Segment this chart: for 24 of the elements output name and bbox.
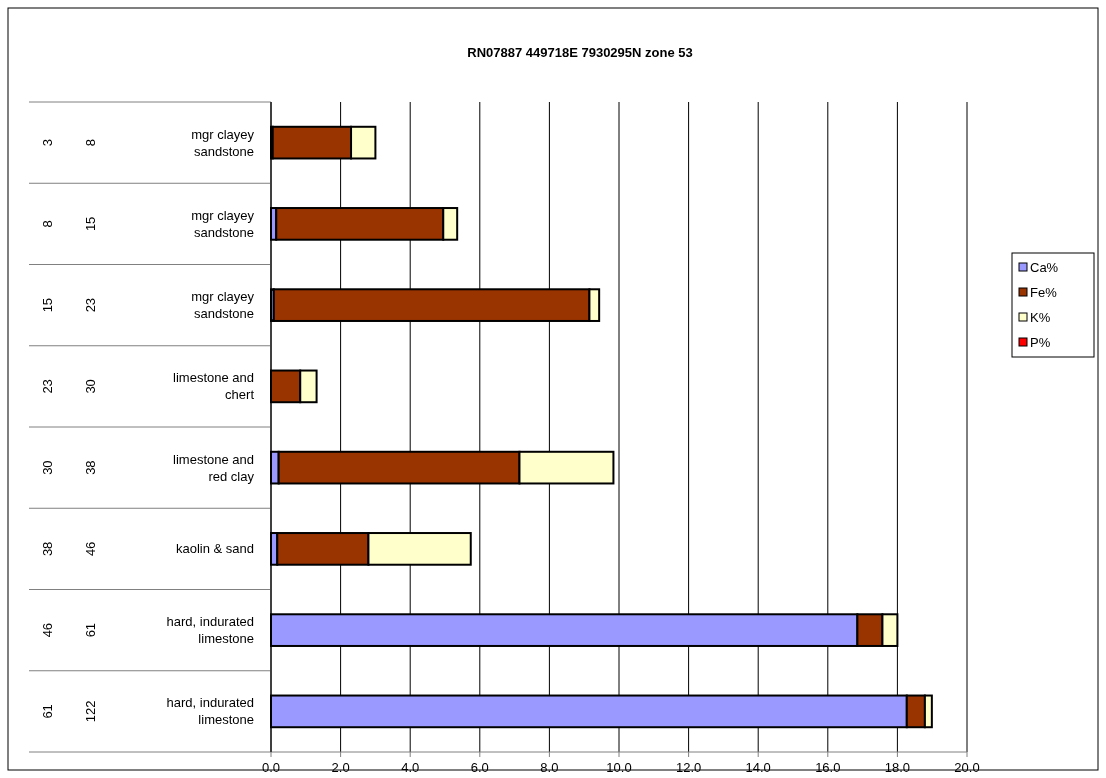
x-tick-label: 14.0 [745, 760, 771, 775]
x-tick-label: 0.0 [261, 760, 281, 775]
x-tick-label: 4.0 [401, 760, 420, 775]
category-label: 38 46 kaolin & sand [39, 540, 254, 557]
x-tick-label: 20.0 [954, 760, 980, 775]
x-tick-label: 18.0 [884, 760, 911, 775]
category-label: 3 8 mgr clayey sandstone [39, 126, 254, 159]
category-label: 23 30 limestone and chert [39, 370, 254, 403]
x-tick-label: 6.0 [470, 760, 489, 775]
category-label: 8 15 mgr clayey sandstone [39, 207, 254, 240]
category-label: 15 23 mgr clayey sandstone [39, 289, 254, 322]
category-label: 30 38 limestone and red clay [39, 451, 254, 484]
x-tick-label: 2.0 [331, 760, 350, 775]
category-label: 61 122 hard, indurated limestone [39, 695, 254, 728]
x-tick-label: 10.0 [606, 760, 632, 775]
x-tick-label: 8.0 [540, 760, 559, 775]
legend-label: P% [1030, 335, 1051, 350]
legend-label: Fe% [1030, 285, 1058, 300]
chart-title: RN07887 449718E 7930295N zone 53 [467, 45, 693, 60]
x-tick-label: 16.0 [815, 760, 841, 775]
category-label: 46 61 hard, indurated limestone [39, 614, 254, 647]
x-tick-label: 12.0 [675, 760, 702, 775]
legend-label: K% [1030, 310, 1051, 325]
legend-label: Ca% [1030, 260, 1059, 275]
